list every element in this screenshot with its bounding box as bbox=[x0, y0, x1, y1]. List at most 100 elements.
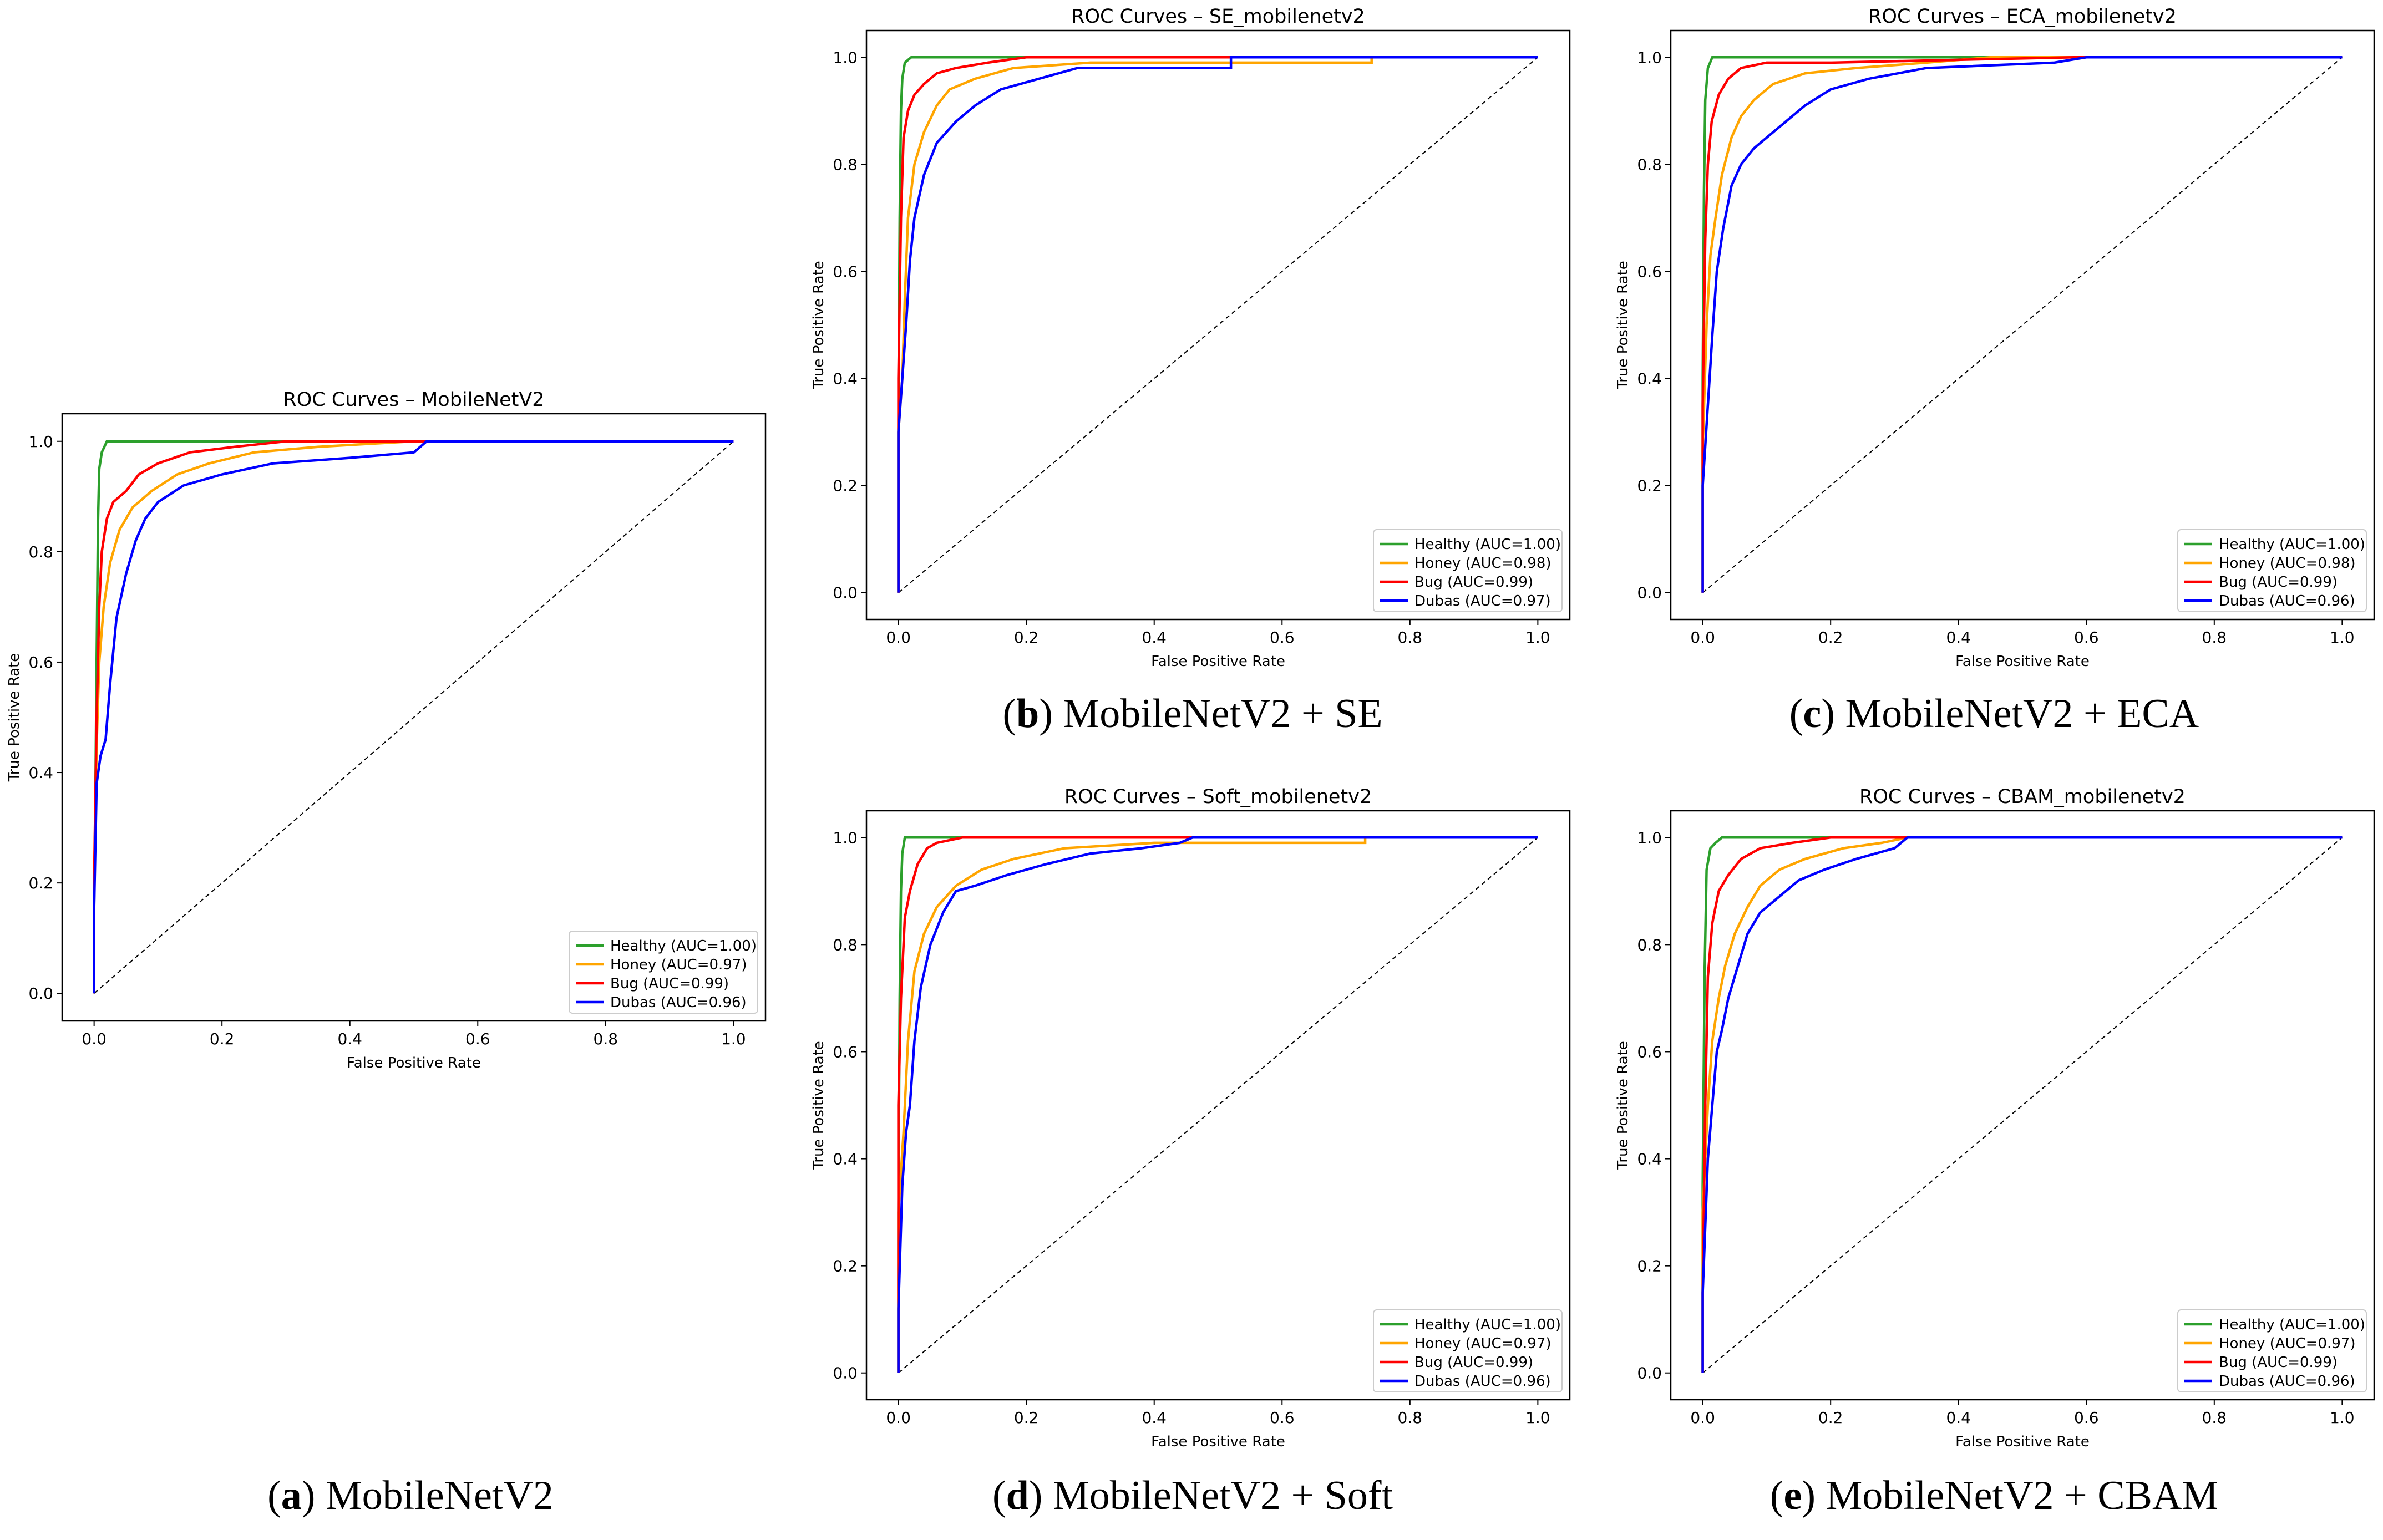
legend: Healthy (AUC=1.00) Honey (AUC=0.98) Bug (A… bbox=[1373, 529, 1563, 612]
y-tick-label: 0.4 bbox=[28, 764, 53, 782]
roc-line-dubas bbox=[897, 56, 1538, 593]
y-tick-label: 0.4 bbox=[1637, 1150, 1662, 1168]
x-tick-label: 0.0 bbox=[82, 1030, 107, 1048]
legend-label-bug: Bug (AUC=0.99) bbox=[2219, 574, 2338, 591]
x-axis-label: False Positive Rate bbox=[1151, 1434, 1285, 1450]
legend: Healthy (AUC=1.00) Honey (AUC=0.97) Bug (A… bbox=[2177, 1309, 2367, 1392]
x-tick-label: 0.2 bbox=[1818, 628, 1843, 647]
x-tick-label: 0.6 bbox=[1270, 628, 1295, 647]
roc-line-bug bbox=[1701, 836, 2343, 1373]
x-tick-label: 0.8 bbox=[2202, 1409, 2227, 1427]
y-axis-label: True Positive Rate bbox=[1615, 1041, 1631, 1170]
legend-label-dubas: Dubas (AUC=0.97) bbox=[1414, 593, 1551, 609]
y-tick-label: 0.0 bbox=[1637, 584, 1662, 602]
y-axis-label: True Positive Rate bbox=[810, 1041, 827, 1170]
y-tick-label: 0.2 bbox=[28, 874, 53, 892]
chance-diagonal-line bbox=[93, 441, 734, 994]
chart-title: ROC Curves – Soft_mobilenetv2 bbox=[1064, 786, 1372, 808]
x-axis-label: False Positive Rate bbox=[1955, 653, 2090, 670]
y-tick-label: 0.6 bbox=[1637, 262, 1662, 281]
legend-label-honey: Honey (AUC=0.97) bbox=[610, 957, 747, 973]
chart-a: ROC Curves – MobileNetV2 0.0 0.2 0.4 0.6 0.8 1… bbox=[6, 389, 767, 1071]
roc-line-healthy bbox=[1701, 836, 2343, 1373]
chance-diagonal-line bbox=[898, 57, 1539, 593]
legend-label-bug: Bug (AUC=0.99) bbox=[2219, 1354, 2338, 1371]
legend-label-healthy: Healthy (AUC=1.00) bbox=[2219, 1317, 2365, 1333]
x-tick-label: 0.0 bbox=[886, 1409, 911, 1427]
roc-line-dubas bbox=[897, 836, 1538, 1373]
y-tick-label: 1.0 bbox=[833, 829, 858, 847]
legend-label-healthy: Healthy (AUC=1.00) bbox=[610, 938, 757, 954]
x-tick-label: 0.2 bbox=[1014, 628, 1039, 647]
legend-label-bug: Bug (AUC=0.99) bbox=[1414, 1354, 1533, 1371]
chart-d: ROC Curves – Soft_mobilenetv2 0.0 0.2 0.4 0.… bbox=[810, 786, 1571, 1450]
x-axis-label: False Positive Rate bbox=[347, 1055, 481, 1071]
x-tick-label: 0.2 bbox=[210, 1030, 235, 1048]
legend-label-bug: Bug (AUC=0.99) bbox=[610, 975, 729, 992]
legend-box bbox=[569, 931, 758, 1014]
chart-title: ROC Curves – SE_mobilenetv2 bbox=[1071, 6, 1365, 28]
x-tick-label: 0.4 bbox=[1946, 628, 1971, 647]
caption-c: (c) MobileNetV2 + ECA bbox=[1789, 691, 2199, 736]
x-tick-label: 0.8 bbox=[594, 1030, 618, 1048]
chance-diagonal-line bbox=[898, 837, 1539, 1374]
x-tick-label: 0.6 bbox=[465, 1030, 490, 1048]
y-axis-label: True Positive Rate bbox=[6, 653, 23, 782]
y-tick-label: 1.0 bbox=[1637, 48, 1662, 67]
plot-frame bbox=[61, 413, 767, 1022]
roc-line-bug bbox=[897, 56, 1538, 593]
x-tick-label: 1.0 bbox=[2330, 1409, 2355, 1427]
x-tick-label: 0.0 bbox=[886, 628, 911, 647]
chart-title: ROC Curves – ECA_mobilenetv2 bbox=[1868, 6, 2177, 28]
x-tick-label: 1.0 bbox=[2330, 628, 2355, 647]
roc-line-dubas bbox=[1701, 836, 2343, 1373]
roc-line-dubas bbox=[1701, 56, 2343, 593]
chart-b: ROC Curves – SE_mobilenetv2 0.0 0.2 0.4 0.6 0… bbox=[810, 6, 1571, 670]
caption-a: (a) MobileNetV2 bbox=[267, 1473, 554, 1518]
x-axis-label: False Positive Rate bbox=[1151, 653, 1285, 670]
y-tick-label: 0.0 bbox=[833, 584, 858, 602]
y-axis-label: True Positive Rate bbox=[1615, 261, 1631, 390]
chance-diagonal-line bbox=[1702, 57, 2343, 593]
y-tick-label: 1.0 bbox=[1637, 829, 1662, 847]
legend-box bbox=[2177, 1309, 2367, 1392]
legend-box bbox=[1373, 529, 1563, 612]
x-tick-label: 0.2 bbox=[1818, 1409, 1843, 1427]
y-tick-label: 0.8 bbox=[1637, 155, 1662, 174]
legend: Healthy (AUC=1.00) Honey (AUC=0.98) Bug (A… bbox=[2177, 529, 2367, 612]
y-tick-label: 0.6 bbox=[1637, 1043, 1662, 1061]
plot-frame bbox=[865, 810, 1571, 1401]
legend: Healthy (AUC=1.00) Honey (AUC=0.97) Bug (A… bbox=[1373, 1309, 1563, 1392]
x-tick-label: 0.4 bbox=[337, 1030, 362, 1048]
legend: Healthy (AUC=1.00) Honey (AUC=0.97) Bug (A… bbox=[569, 931, 758, 1014]
x-tick-label: 0.6 bbox=[2074, 628, 2099, 647]
y-tick-label: 0.4 bbox=[833, 370, 858, 388]
plot-frame bbox=[1670, 810, 2375, 1401]
roc-line-bug bbox=[897, 836, 1538, 1373]
legend-label-healthy: Healthy (AUC=1.00) bbox=[2219, 536, 2365, 553]
plot-frame bbox=[865, 29, 1571, 621]
legend-label-dubas: Dubas (AUC=0.96) bbox=[2219, 593, 2355, 609]
x-tick-label: 1.0 bbox=[1525, 628, 1550, 647]
roc-line-honey bbox=[897, 836, 1538, 1373]
caption-b: (b) MobileNetV2 + SE bbox=[1002, 691, 1383, 736]
legend-label-honey: Honey (AUC=0.98) bbox=[1414, 555, 1552, 572]
y-tick-label: 0.8 bbox=[28, 543, 53, 561]
y-tick-label: 1.0 bbox=[28, 433, 53, 451]
chart-title: ROC Curves – MobileNetV2 bbox=[283, 389, 544, 411]
x-tick-label: 0.4 bbox=[1142, 628, 1167, 647]
roc-line-honey bbox=[1701, 836, 2343, 1373]
y-tick-label: 0.4 bbox=[1637, 370, 1662, 388]
legend-label-bug: Bug (AUC=0.99) bbox=[1414, 574, 1533, 591]
x-tick-label: 0.0 bbox=[1690, 628, 1715, 647]
y-tick-label: 0.4 bbox=[833, 1150, 858, 1168]
y-tick-label: 0.2 bbox=[1637, 477, 1662, 495]
roc-line-bug bbox=[93, 440, 734, 994]
x-axis-label: False Positive Rate bbox=[1955, 1434, 2090, 1450]
y-tick-label: 0.6 bbox=[833, 1043, 858, 1061]
x-tick-label: 0.4 bbox=[1946, 1409, 1971, 1427]
legend-label-healthy: Healthy (AUC=1.00) bbox=[1414, 1317, 1561, 1333]
chance-diagonal-line bbox=[1702, 837, 2343, 1374]
roc-line-dubas bbox=[93, 440, 734, 994]
x-tick-label: 0.8 bbox=[1398, 1409, 1423, 1427]
